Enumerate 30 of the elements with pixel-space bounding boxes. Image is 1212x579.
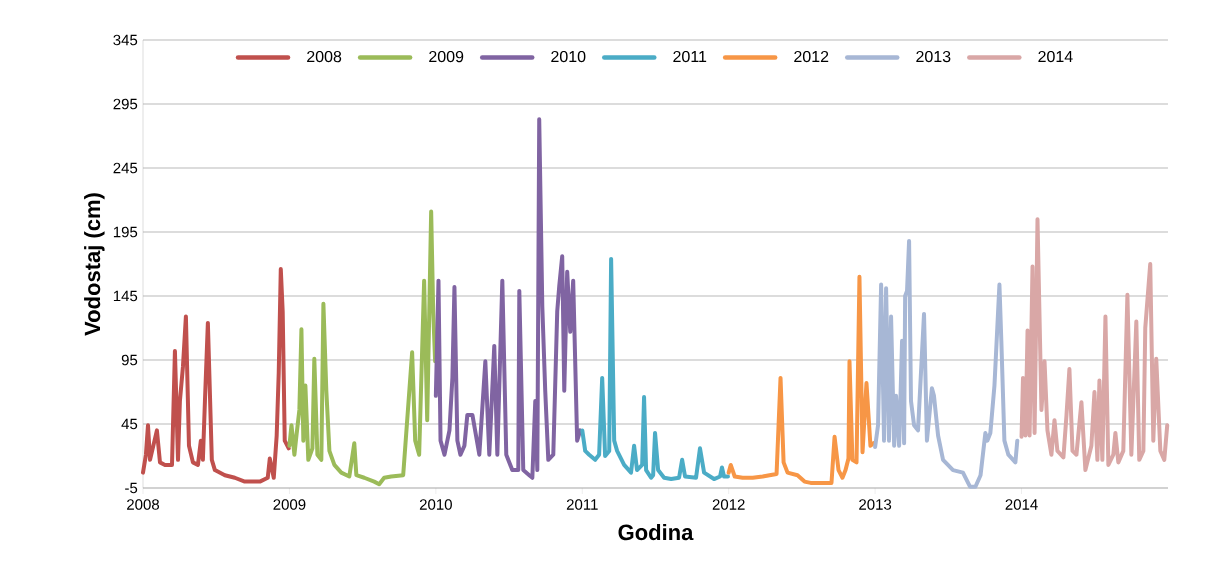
x-tick-label: 2008 (127, 499, 160, 510)
x-axis-title: Godina (618, 524, 694, 541)
legend-label: 2014 (1038, 50, 1073, 63)
y-tick-label: 45 (121, 418, 138, 430)
legend-label: 2010 (551, 50, 586, 63)
x-tick-label: 2010 (419, 499, 452, 510)
x-tick-label: 2013 (859, 499, 892, 510)
line-series (433, 117, 583, 480)
y-tick-label: 195 (113, 226, 138, 238)
legend-label: 2008 (307, 50, 342, 63)
line-series (873, 238, 1020, 489)
y-tick-label: -5 (125, 482, 138, 494)
y-axis-title: Vodostaj (cm) (84, 193, 105, 336)
x-tick-label: 2014 (1005, 499, 1038, 510)
x-tick-label: 2009 (273, 499, 306, 510)
legend-label: 2009 (429, 50, 464, 63)
x-tick-label: 2011 (566, 499, 598, 510)
line-series (141, 267, 291, 484)
x-tick-label: 2012 (712, 499, 745, 510)
y-tick-label: 345 (113, 34, 138, 46)
y-tick-label: 145 (113, 290, 138, 302)
line-series (287, 209, 438, 487)
line-series (580, 256, 730, 482)
line-series (1019, 217, 1170, 473)
legend-label: 2011 (673, 50, 707, 63)
y-tick-label: 295 (113, 98, 138, 110)
legend-label: 2013 (916, 50, 951, 63)
y-tick-label: 245 (113, 162, 138, 174)
y-tick-label: 95 (121, 354, 138, 366)
legend-label: 2012 (794, 50, 829, 63)
